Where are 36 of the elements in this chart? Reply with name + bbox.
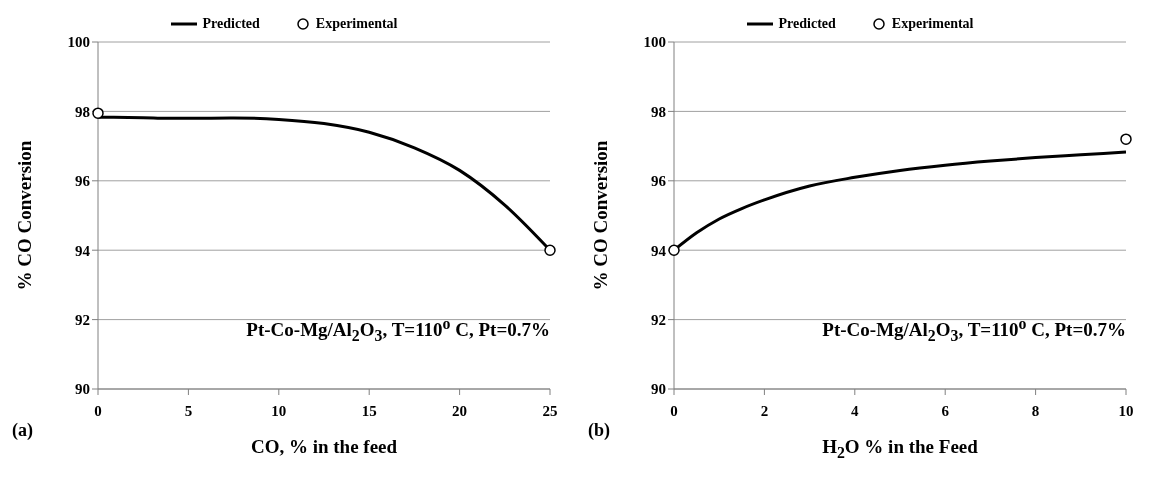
y-tick-label: 98 [651, 103, 666, 120]
x-axis-title: CO, % in the feed [249, 436, 399, 458]
legend-label: Predicted [201, 16, 260, 32]
y-tick-label: 96 [651, 173, 667, 190]
y-tick-label: 92 [75, 311, 90, 328]
y-axis-title: % CO Conversion [13, 140, 35, 291]
x-tick-label: 0 [94, 402, 102, 419]
y-tick-label: 100 [67, 34, 90, 51]
x-tick-label: 25 [542, 402, 558, 419]
legend-label: Experimental [314, 16, 398, 32]
x-tick-label: 15 [361, 402, 377, 419]
legend-label: Experimental [890, 16, 974, 32]
annotation: Pt-Co-Mg/Al$_{2}$O$_{3}$, T=110$^{o}$ C, Pt=0.7% [246, 314, 550, 345]
x-tick-label: 4 [851, 402, 860, 419]
x-tick-label: 8 [1031, 402, 1040, 419]
x-tick-label: 10 [1118, 402, 1134, 419]
x-tick-label: 2 [760, 402, 769, 419]
x-tick-label: 0 [670, 402, 678, 419]
x-axis-title: H$_{2}$O % in the Feed [821, 436, 979, 462]
y-tick-label: 90 [75, 381, 90, 398]
y-tick-label: 94 [75, 242, 91, 259]
y-tick-label: 94 [651, 242, 667, 259]
y-tick-label: 98 [75, 103, 90, 120]
y-tick-label: 92 [651, 311, 666, 328]
legend-label: Predicted [777, 16, 836, 32]
x-tick-label: 10 [271, 402, 287, 419]
y-axis-title: % CO Conversion [589, 140, 611, 291]
x-tick-label: 20 [452, 402, 468, 419]
x-tick-label: 5 [184, 402, 193, 419]
y-tick-label: 100 [643, 34, 666, 51]
y-tick-label: 90 [651, 381, 666, 398]
text: (b) [588, 420, 610, 441]
text: (a) [12, 420, 33, 441]
x-tick-label: 6 [941, 402, 950, 419]
y-tick-label: 96 [75, 173, 91, 190]
annotation: Pt-Co-Mg/Al$_{2}$O$_{3}$, T=110$^{o}$ C, Pt=0.7% [822, 314, 1126, 345]
